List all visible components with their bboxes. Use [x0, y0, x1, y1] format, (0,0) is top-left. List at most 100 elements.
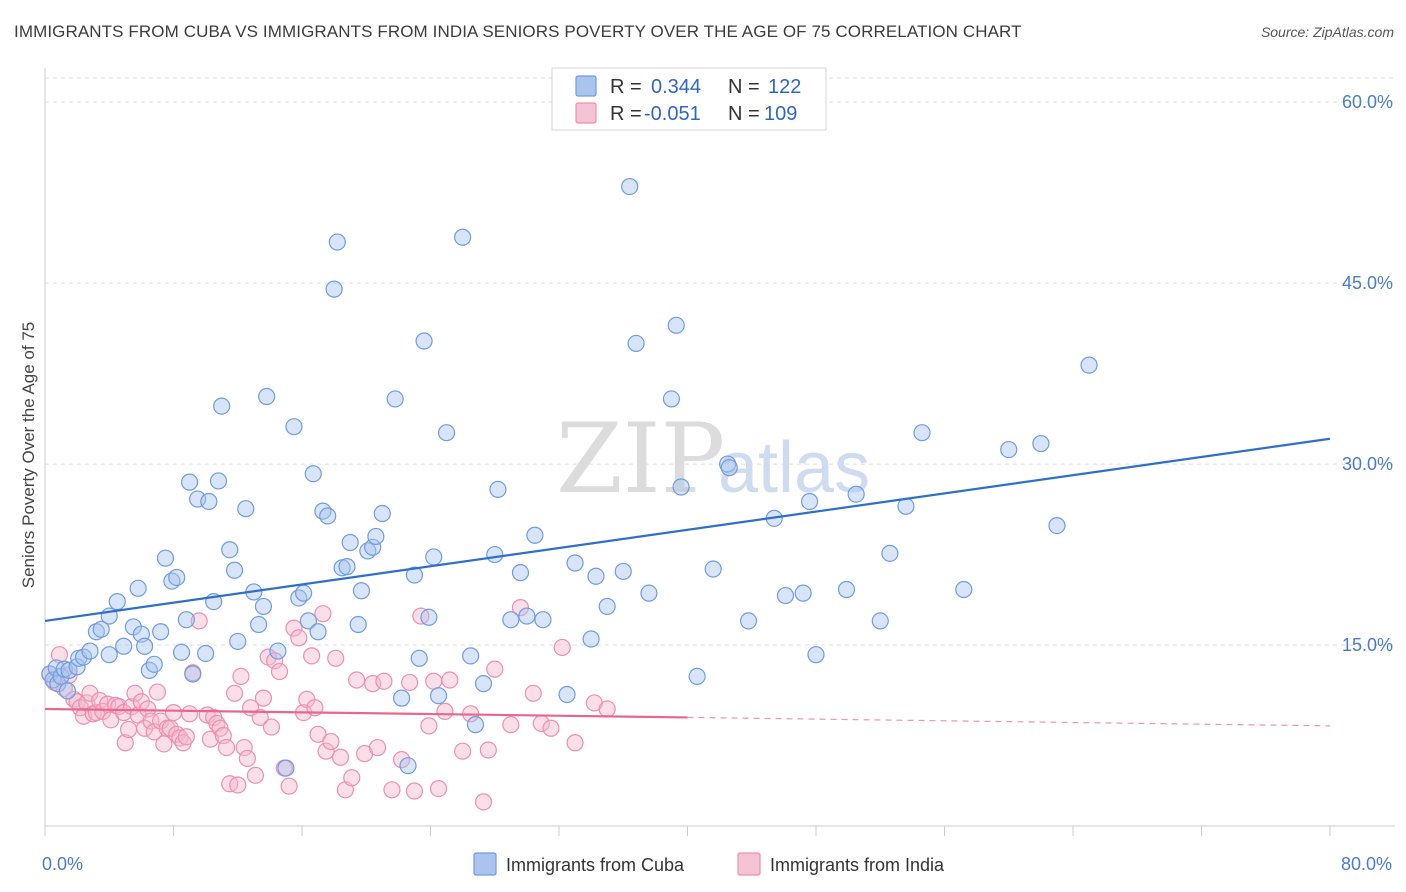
- india-point-59: [254, 689, 273, 707]
- axes: [44, 68, 1395, 836]
- y-axis-title: Seniors Poverty Over the Age of 75: [19, 322, 38, 588]
- watermark-zip: ZIP: [556, 403, 725, 515]
- cuba-point-59: [338, 558, 356, 576]
- cuba-point-7: [60, 661, 78, 679]
- cuba-point-87: [534, 611, 552, 629]
- bottom-legend-swatch-cuba: [473, 852, 497, 876]
- india-point-30: [148, 683, 167, 701]
- india-point-51: [225, 684, 244, 702]
- cuba-point-52: [304, 465, 322, 483]
- india-point-100: [502, 716, 520, 734]
- cuba-point-51: [299, 612, 318, 630]
- india-point-106: [566, 734, 584, 752]
- cuba-point-38: [221, 541, 239, 559]
- cuba-point-11: [81, 642, 99, 660]
- india-point-93: [436, 702, 454, 720]
- y-tick-label-0: 15.0%: [1342, 635, 1393, 655]
- cuba-point-88: [558, 685, 576, 704]
- cuba-point-67: [386, 390, 404, 408]
- cuba-point-110: [837, 580, 856, 599]
- india-point-53: [232, 667, 250, 686]
- cuba-point-89: [566, 554, 584, 572]
- cuba-point-100: [688, 667, 706, 686]
- india-point-70: [303, 647, 321, 665]
- cuba-point-57: [328, 233, 346, 251]
- cuba-points: [41, 177, 1098, 777]
- cuba-point-78: [462, 647, 480, 665]
- cuba-point-61: [349, 615, 367, 634]
- legend-india-n-value: 109: [764, 103, 797, 125]
- cuba-point-60: [341, 533, 359, 552]
- cuba-point-15: [100, 646, 118, 664]
- india-point-108: [598, 700, 616, 718]
- cuba-point-108: [800, 492, 819, 511]
- india-point-90: [420, 717, 438, 735]
- cuba-point-76: [437, 424, 456, 442]
- cuba-point-116: [955, 580, 973, 599]
- india-point-57: [246, 766, 265, 784]
- cuba-point-62: [352, 582, 371, 600]
- india-point-44: [201, 730, 220, 748]
- cuba-point-47: [277, 759, 295, 777]
- series-legend: Immigrants from Cuba Immigrants from Ind…: [473, 852, 945, 876]
- india-point-65: [280, 777, 298, 795]
- bottom-legend-cuba: Immigrants from Cuba: [506, 855, 685, 875]
- india-point-52: [229, 776, 247, 794]
- cuba-point-53: [309, 623, 327, 641]
- india-point-102: [524, 684, 542, 702]
- india-point-13: [91, 691, 109, 710]
- cuba-point-74: [425, 548, 443, 566]
- cuba-point-73: [420, 608, 438, 626]
- x-tick-label-min: 0.0%: [42, 854, 83, 874]
- india-trend-line-extension: [687, 716, 1331, 727]
- cuba-point-17: [115, 637, 133, 655]
- cuba-point-44: [254, 597, 273, 616]
- legend-india-r-value: -0.051: [644, 103, 701, 125]
- india-point-86: [392, 751, 411, 769]
- cuba-point-71: [410, 649, 428, 667]
- cuba-point-41: [237, 500, 255, 518]
- cuba-point-29: [177, 611, 195, 629]
- cuba-point-34: [200, 492, 218, 511]
- watermark-atlas: atlas: [718, 428, 870, 508]
- cuba-point-48: [285, 418, 303, 436]
- cuba-point-96: [640, 584, 658, 602]
- cuba-point-6: [58, 682, 77, 700]
- cuba-point-90: [582, 630, 600, 648]
- cuba-point-107: [794, 584, 812, 602]
- india-point-91: [425, 672, 443, 690]
- cuba-point-86: [526, 526, 544, 544]
- india-point-77: [331, 748, 350, 766]
- x-tick-label-max: 80.0%: [1341, 854, 1392, 874]
- bottom-legend-swatch-india: [737, 852, 761, 876]
- cuba-point-13: [92, 620, 110, 638]
- india-point-85: [383, 781, 401, 799]
- cuba-point-25: [156, 549, 175, 567]
- india-points: [41, 599, 616, 811]
- chart-title: IMMIGRANTS FROM CUBA VS IMMIGRANTS FROM …: [14, 22, 1022, 41]
- india-point-74: [317, 742, 335, 760]
- cuba-point-23: [145, 655, 163, 673]
- cuba-point-98: [667, 316, 685, 334]
- cuba-point-103: [720, 459, 738, 477]
- cuba-point-50: [295, 584, 313, 602]
- legend-swatch-cuba: [575, 75, 597, 97]
- india-point-63: [270, 662, 289, 681]
- cuba-point-95: [627, 334, 645, 353]
- india-point-76: [327, 649, 345, 667]
- cuba-point-28: [172, 643, 191, 661]
- cuba-point-91: [587, 567, 605, 585]
- india-trend-line: [44, 707, 688, 719]
- legend-cuba-r-value: 0.344: [651, 76, 701, 98]
- india-point-73: [314, 605, 332, 623]
- india-point-95: [454, 742, 472, 760]
- india-point-87: [401, 673, 419, 692]
- india-point-26: [135, 719, 154, 737]
- cuba-point-106: [776, 586, 795, 605]
- legend-cuba-n-label: N =: [728, 76, 760, 98]
- cuba-point-49: [290, 589, 308, 607]
- cuba-point-56: [325, 280, 343, 298]
- india-point-80: [348, 671, 366, 689]
- cuba-point-117: [1000, 440, 1018, 459]
